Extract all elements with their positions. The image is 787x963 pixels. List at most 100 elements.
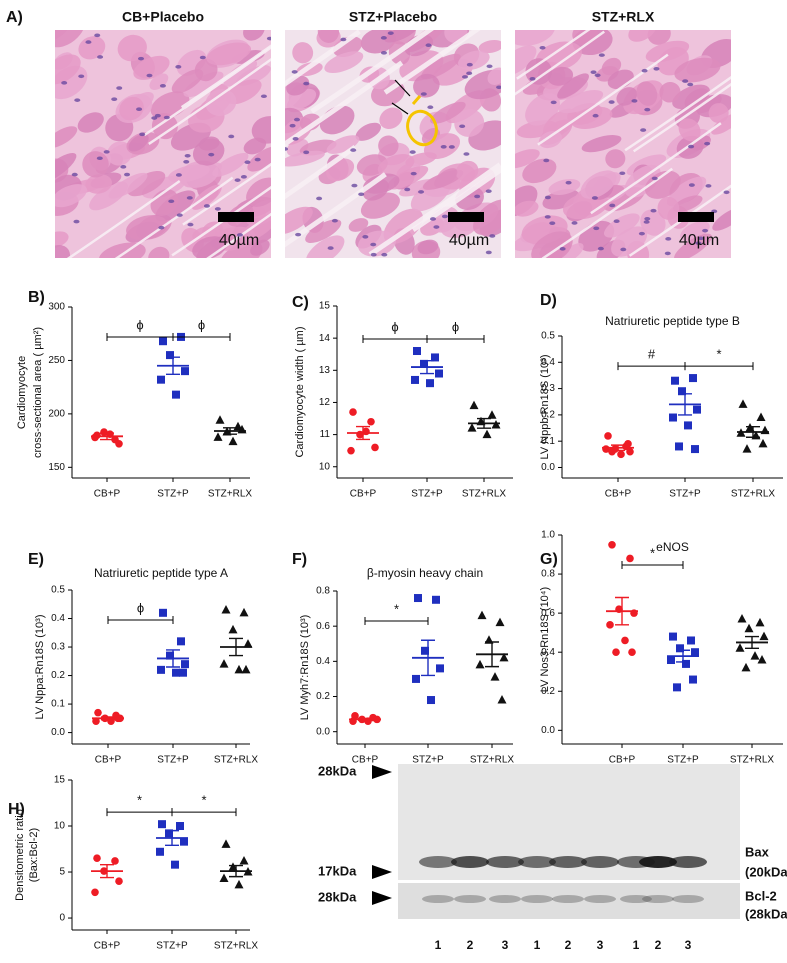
- cell: [674, 233, 712, 258]
- y-tick-label: 0.0: [541, 725, 555, 736]
- data-point: [612, 648, 620, 656]
- nucleus: [176, 213, 183, 217]
- x-tick-label: STZ+RLX: [730, 755, 775, 766]
- significance-bracket: [364, 617, 429, 625]
- cell: [711, 113, 731, 135]
- nucleus: [351, 183, 358, 188]
- cell: [628, 30, 657, 42]
- nucleus: [702, 228, 709, 233]
- data-point: [172, 668, 180, 677]
- nucleus: [653, 67, 660, 71]
- size-marker: 17kDa: [318, 863, 357, 878]
- data-point: [157, 665, 165, 674]
- cell: [487, 67, 501, 86]
- interstitium: [143, 45, 271, 137]
- bcl2-band: [620, 895, 652, 903]
- data-point: [682, 659, 690, 668]
- scale-label: 40µm: [679, 232, 719, 249]
- cell: [384, 30, 418, 43]
- nucleus: [410, 171, 417, 176]
- y-tick-label: 15: [54, 775, 66, 786]
- cell: [55, 244, 71, 258]
- cell: [55, 184, 87, 208]
- data-point: [475, 659, 485, 669]
- lane-label: 1: [534, 938, 541, 952]
- nucleus: [370, 242, 377, 247]
- panel-label: A): [6, 9, 23, 26]
- nucleus: [236, 233, 243, 237]
- nucleus: [529, 77, 536, 81]
- data-point: [157, 375, 165, 384]
- cell: [85, 174, 112, 194]
- y-tick-label: 0.0: [51, 727, 65, 738]
- nucleus: [620, 247, 627, 252]
- significance-label: *: [137, 793, 142, 808]
- bcl2-band: [642, 895, 674, 903]
- nucleus: [485, 189, 492, 193]
- nucleus: [139, 132, 146, 137]
- cell: [515, 30, 555, 46]
- y-tick-label: 0.1: [541, 436, 555, 447]
- data-point: [412, 674, 420, 683]
- data-point: [349, 408, 357, 416]
- nucleus: [420, 92, 427, 96]
- data-point: [750, 651, 760, 660]
- x-tick-label: STZ+P: [156, 941, 188, 952]
- y-tick-label: 0.8: [316, 586, 330, 597]
- panel-label: G): [540, 551, 558, 568]
- x-tick-label: STZ+RLX: [470, 755, 515, 766]
- bax-band: [549, 856, 587, 868]
- y-tick-label: 0.3: [51, 642, 65, 653]
- interstitium: [537, 53, 669, 146]
- nucleus: [214, 207, 221, 211]
- cell: [581, 135, 622, 153]
- image-title: STZ+Placebo: [349, 9, 437, 25]
- nucleus: [97, 55, 104, 59]
- cell: [223, 60, 258, 87]
- data-point: [689, 374, 697, 383]
- cell: [151, 113, 178, 140]
- data-point: [735, 643, 745, 652]
- nucleus: [687, 82, 694, 87]
- nucleus: [94, 33, 101, 38]
- histology-image: [55, 30, 271, 258]
- data-point: [678, 387, 686, 396]
- panel-label: C): [292, 294, 309, 311]
- sem-bar: [166, 356, 180, 376]
- data-point: [92, 717, 100, 725]
- data-point: [234, 664, 244, 674]
- data-point: [165, 829, 173, 838]
- data-point: [689, 675, 697, 684]
- chart-title: Natriuretic peptide type B: [605, 314, 740, 328]
- nucleus: [331, 218, 338, 223]
- data-point: [239, 855, 249, 865]
- cell: [126, 215, 168, 240]
- marker-arrow: [372, 765, 392, 779]
- data-point: [482, 429, 492, 439]
- nucleus: [704, 141, 711, 146]
- y-tick-label: 0.2: [541, 686, 555, 697]
- y-tick-label: 1.0: [541, 530, 555, 541]
- data-point: [420, 359, 428, 368]
- data-point: [626, 447, 634, 456]
- data-point: [684, 421, 692, 430]
- nucleus: [559, 247, 566, 251]
- nucleus: [387, 31, 394, 35]
- significance-bracket: [107, 616, 174, 624]
- cell: [515, 149, 540, 169]
- cell: [78, 36, 106, 60]
- band-label: Bax: [745, 844, 770, 859]
- data-point: [93, 854, 101, 863]
- arrow: [391, 102, 409, 115]
- cell: [674, 57, 721, 83]
- y-tick-label: 0.4: [541, 647, 555, 658]
- x-tick-label: CB+P: [94, 489, 121, 500]
- cell: [379, 107, 403, 129]
- cell: [168, 164, 210, 183]
- cell: [458, 50, 490, 70]
- data-point: [490, 672, 500, 681]
- nucleus: [111, 97, 118, 101]
- significance-label: *: [650, 545, 655, 560]
- bcl2-band: [584, 895, 616, 903]
- data-point: [673, 683, 681, 692]
